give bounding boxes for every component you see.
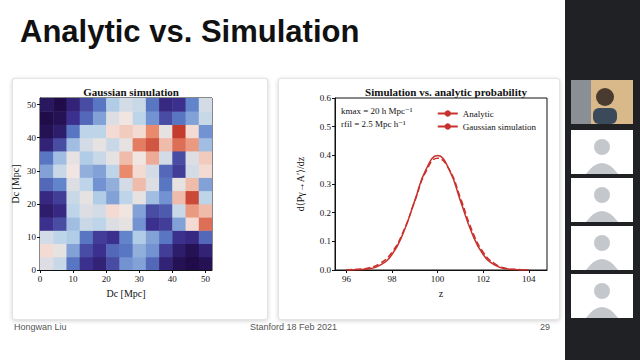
svg-text:Gaussian simulation: Gaussian simulation	[463, 122, 537, 132]
svg-text:0.1: 0.1	[320, 236, 331, 246]
svg-text:0.3: 0.3	[320, 179, 332, 189]
svg-text:10: 10	[69, 274, 79, 284]
svg-text:50: 50	[27, 100, 37, 110]
svg-text:d⟨Pγ→A′⟩/dz: d⟨Pγ→A′⟩/dz	[295, 156, 306, 211]
html-text:Analytic vs. Simulation: Analytic vs. Simulation	[20, 14, 360, 49]
svg-text:z: z	[439, 288, 444, 299]
svg-text:10: 10	[27, 232, 37, 242]
svg-text:0.6: 0.6	[320, 93, 332, 103]
svg-text:kmax = 20 h Mpc⁻¹: kmax = 20 h Mpc⁻¹	[341, 106, 413, 116]
svg-text:20: 20	[27, 199, 37, 209]
svg-text:98: 98	[387, 274, 397, 284]
svg-text:0.4: 0.4	[320, 150, 332, 160]
html-text:29: 29	[540, 322, 550, 332]
svg-text:0.5: 0.5	[320, 122, 332, 132]
svg-text:30: 30	[27, 166, 37, 176]
svg-text:Dc [Mpc]: Dc [Mpc]	[106, 288, 145, 299]
svg-text:100: 100	[431, 274, 445, 284]
svg-text:40: 40	[168, 274, 178, 284]
svg-text:0.0: 0.0	[320, 265, 332, 275]
svg-text:Analytic: Analytic	[463, 109, 494, 119]
svg-text:0.2: 0.2	[320, 208, 331, 218]
html-text:Stanford 18 Feb 2021: Stanford 18 Feb 2021	[250, 322, 338, 332]
svg-text:96: 96	[342, 274, 352, 284]
svg-text:0: 0	[32, 265, 37, 275]
svg-text:0: 0	[38, 274, 43, 284]
svg-text:Dc [Mpc]: Dc [Mpc]	[10, 164, 21, 203]
svg-text:104: 104	[522, 274, 536, 284]
svg-text:20: 20	[102, 274, 112, 284]
svg-text:Gaussian simulation: Gaussian simulation	[83, 86, 179, 98]
html-text:Hongwan Liu: Hongwan Liu	[14, 322, 67, 332]
svg-text:40: 40	[27, 133, 37, 143]
svg-text:30: 30	[135, 274, 145, 284]
svg-text:Simulation vs. analytic probab: Simulation vs. analytic probability	[365, 86, 527, 98]
svg-text:rfil = 2.5 Mpc h⁻¹: rfil = 2.5 Mpc h⁻¹	[341, 119, 406, 129]
svg-text:50: 50	[201, 274, 211, 284]
svg-text:102: 102	[476, 274, 490, 284]
